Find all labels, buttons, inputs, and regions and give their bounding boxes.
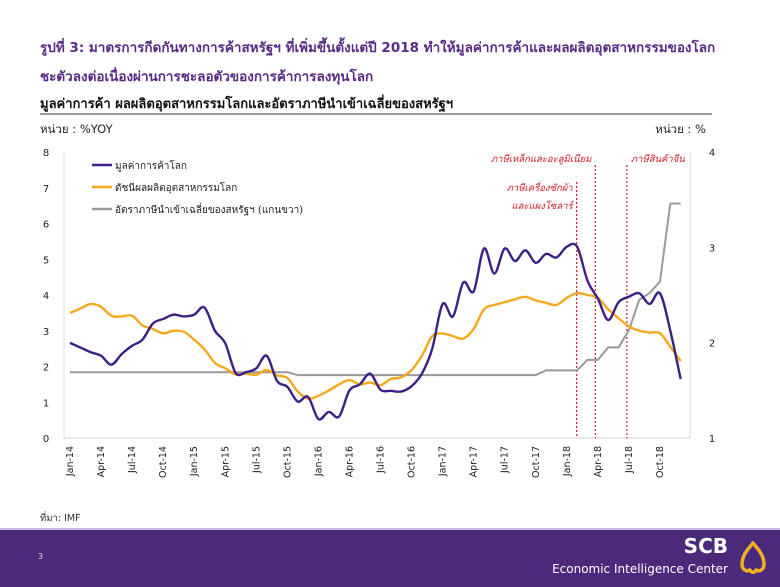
x-tick-label: Oct-18 xyxy=(655,446,666,478)
x-tick-label: Oct-15 xyxy=(282,446,293,478)
right-y-tick-label: 3 xyxy=(709,243,715,254)
x-tick-label: Jul-16 xyxy=(376,446,387,474)
x-tick-label: Jul-15 xyxy=(251,446,262,474)
right-y-tick-label: 2 xyxy=(709,339,715,350)
brand-subtitle: Economic Intelligence Center xyxy=(552,562,728,576)
source-note: ที่มา: IMF xyxy=(40,511,81,526)
x-tick-label: Jan-15 xyxy=(189,446,200,477)
line-chart: 0 1 2 3 4 5 6 7 8 1 2 3 4 Jan-14 Apr-14 Jul-14 Oct-14 Jan… xyxy=(0,0,780,510)
legend-label: ดัชนีผลผลิตอุตสาหกรรมโลก xyxy=(115,181,237,194)
x-tick-label: Jul-14 xyxy=(127,446,138,474)
left-y-tick-label: 5 xyxy=(43,255,49,266)
page-number: 3 xyxy=(38,552,43,562)
x-tick-label: Oct-14 xyxy=(158,446,169,478)
annotation-label: ภาษีเครื่องซักผ้า xyxy=(507,181,574,194)
x-tick-label: Oct-16 xyxy=(407,446,418,478)
series-line-0 xyxy=(70,244,681,420)
x-tick-label: Jan-14 xyxy=(65,446,76,477)
x-tick-label: Jan-17 xyxy=(438,446,449,477)
x-tick-label: Jul-17 xyxy=(500,446,511,474)
left-y-tick-label: 8 xyxy=(43,148,49,159)
left-y-tick-label: 4 xyxy=(43,291,49,302)
x-tick-label: Oct-17 xyxy=(531,446,542,478)
left-y-tick-label: 6 xyxy=(43,220,49,231)
footer-bar: 3 SCB Economic Intelligence Center xyxy=(0,528,780,587)
x-tick-label: Jan-16 xyxy=(313,446,324,477)
scb-logo-icon xyxy=(738,540,768,576)
left-y-tick-label: 7 xyxy=(43,184,49,195)
annotation-label: ภาษีเหล็กและอะลูมิเนียม xyxy=(491,153,592,165)
x-tick-label: Apr-14 xyxy=(96,446,107,477)
series-line-2 xyxy=(70,203,681,375)
x-tick-label: Apr-16 xyxy=(344,446,355,477)
legend-label: อัตราภาษีนำเข้าเฉลี่ยของสหรัฐฯ (แกนขวา) xyxy=(115,202,303,216)
left-y-tick-label: 1 xyxy=(43,398,49,409)
annotation-label: ภาษีสินค้าจีน xyxy=(631,153,685,165)
x-tick-label: Apr-15 xyxy=(220,446,231,477)
x-tick-label: Apr-18 xyxy=(593,446,604,477)
left-y-tick-label: 2 xyxy=(43,363,49,374)
brand-name: SCB xyxy=(684,535,728,557)
annotation-label: และแผงโซลาร์ xyxy=(511,200,574,212)
x-tick-label: Jul-18 xyxy=(624,446,635,474)
right-y-tick-label: 4 xyxy=(709,148,715,159)
left-y-tick-label: 3 xyxy=(43,327,49,338)
legend-label: มูลค่าการค้าโลก xyxy=(115,159,187,172)
x-tick-label: Jan-18 xyxy=(562,446,573,477)
left-y-tick-label: 0 xyxy=(43,434,49,445)
x-tick-label: Apr-17 xyxy=(469,446,480,477)
right-y-tick-label: 1 xyxy=(709,434,715,445)
